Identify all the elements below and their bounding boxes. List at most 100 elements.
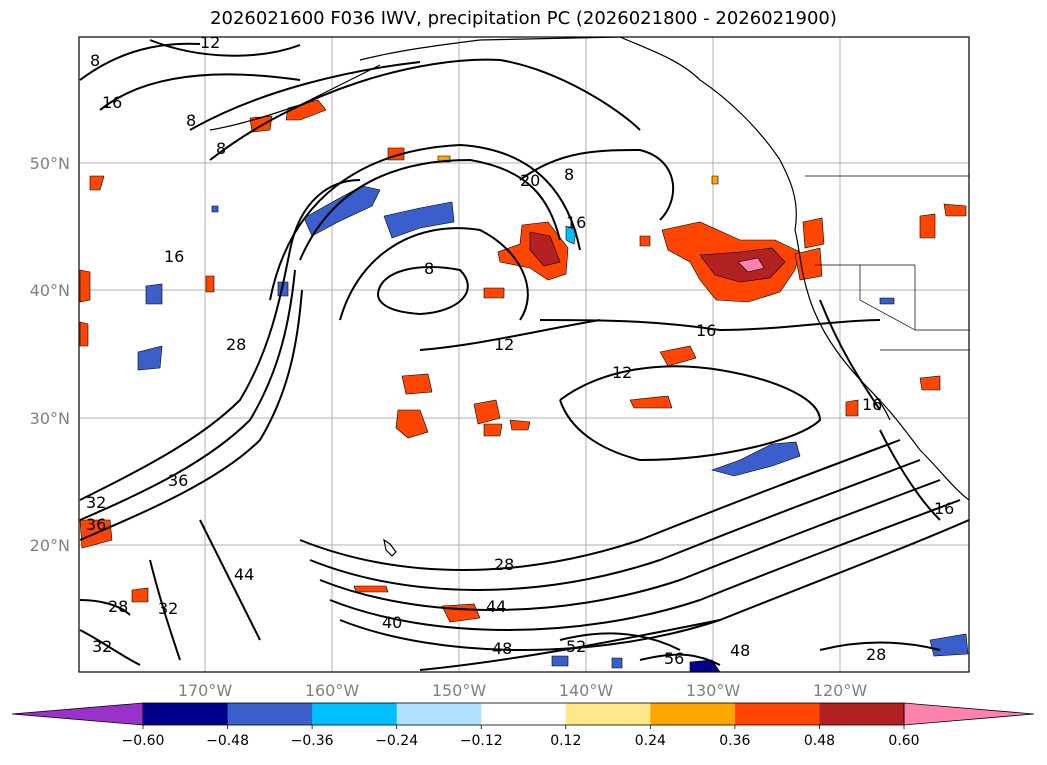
map-frame <box>78 36 970 673</box>
contour-label: 52 <box>566 637 586 656</box>
precip-blob-25 <box>131 587 149 603</box>
lon-label-170w: 170°W <box>178 681 233 700</box>
coast-bc <box>779 159 811 301</box>
precip-blob-27 <box>711 175 719 185</box>
colorbar-outline <box>142 702 905 726</box>
precip-neg-blob-5 <box>137 345 163 371</box>
contour-label: 40 <box>382 613 402 632</box>
contour-label: 16 <box>862 395 882 414</box>
precip-neg-blob-9 <box>611 657 623 669</box>
contour-16-mid <box>539 319 881 332</box>
precip-blob-10 <box>629 395 673 409</box>
precip-neg-blob-13 <box>879 297 895 305</box>
contour-label: 48 <box>730 641 750 660</box>
contour-40-band <box>329 499 961 631</box>
contour-12-inner <box>559 365 822 462</box>
precip-blob-24 <box>205 275 215 293</box>
contour-label: 36 <box>168 471 188 490</box>
precip-blob-4 <box>401 373 433 395</box>
colorbar-segment <box>312 703 398 725</box>
contour-label: 48 <box>492 639 512 658</box>
contour-label: 36 <box>86 515 106 534</box>
contour-label: 16 <box>102 93 122 112</box>
contour-28-west <box>79 179 361 501</box>
contour-label: 16 <box>164 247 184 266</box>
precip-blob-14 <box>79 269 91 303</box>
coastline <box>209 37 969 557</box>
lat-label-30n: 30°N <box>30 409 70 428</box>
iwv-contours <box>79 39 969 671</box>
precip-neg-blob-12 <box>211 205 219 213</box>
precip-blob-19 <box>794 247 823 281</box>
precip-blob-26 <box>639 235 651 247</box>
contour-16-east <box>519 148 674 221</box>
contour-36-band <box>319 479 941 611</box>
contour-8-upper <box>189 61 421 131</box>
precip-blob-22 <box>919 375 941 391</box>
contour-label: 32 <box>86 493 106 512</box>
contour-label: 8 <box>424 259 434 278</box>
latitude-labels: 50°N 40°N 30°N 20°N <box>30 154 70 555</box>
contour-8-top <box>209 58 641 161</box>
precip-blob-8 <box>509 419 531 431</box>
precip-neg-blob-8 <box>551 655 569 667</box>
lon-label-120w: 120°W <box>813 681 868 700</box>
coast-mexico <box>919 449 969 501</box>
precip-neg-blob-2 <box>383 201 455 239</box>
contour-12-mid <box>419 319 601 351</box>
colorbar-segment <box>734 703 820 725</box>
graticule <box>79 37 969 672</box>
contour-label: 16 <box>934 499 954 518</box>
colorbar-extend-high <box>903 702 1035 726</box>
colorbar-segment <box>650 703 736 725</box>
colorbar-tick-label: −0.24 <box>375 733 418 749</box>
precip-neg-blob-6 <box>929 633 969 657</box>
precip-positive <box>79 99 967 623</box>
contour-label: 8 <box>186 111 196 130</box>
contour-32-sw <box>149 559 181 661</box>
precip-blob-9 <box>659 345 697 367</box>
contour-label: 32 <box>158 599 178 618</box>
precip-blob-ca-peak <box>737 257 765 273</box>
colorbar-segment <box>565 703 651 725</box>
contour-label: 28 <box>108 597 128 616</box>
precip-neg-blob-4 <box>145 283 163 305</box>
precip-blob-6 <box>473 399 501 425</box>
contour-label: 8 <box>216 139 226 158</box>
lon-label-130w: 130°W <box>686 681 741 700</box>
colorbar-tick-label: 0.60 <box>888 733 919 749</box>
contour-12-gyre <box>339 227 529 321</box>
contour-56 <box>639 653 721 666</box>
precip-blob-17 <box>483 287 505 299</box>
precip-blob-23 <box>845 399 859 417</box>
colorbar-tick-label: −0.60 <box>122 733 165 749</box>
border-az <box>914 265 969 331</box>
contour-52 <box>559 632 681 651</box>
plot-title: 2026021600 F036 IWV, precipitation PC (2… <box>210 8 837 29</box>
lat-label-20n: 20°N <box>30 536 70 555</box>
colorbar: −0.60 −0.48 −0.36 −0.24 −0.12 0.12 0.24 0.36 0.4… <box>11 702 1035 749</box>
hawaii-islands <box>383 538 397 557</box>
precip-neg-blob-3 <box>711 441 801 477</box>
colorbar-tick-label: −0.12 <box>460 733 503 749</box>
precip-neg-blob-10 <box>565 225 577 245</box>
precip-blob-5 <box>395 409 429 439</box>
lon-label-140w: 140°W <box>559 681 614 700</box>
colorbar-tick-label: 0.36 <box>719 733 750 749</box>
colorbar-segment <box>396 703 482 725</box>
contour-label: 32 <box>92 637 112 656</box>
precip-neg-blob-7 <box>689 659 721 672</box>
contour-32-bottom <box>79 629 141 666</box>
border-nv <box>859 265 916 331</box>
precip-blob-20 <box>919 213 936 239</box>
precip-blob-16 <box>89 175 105 191</box>
lon-label-150w: 150°W <box>432 681 487 700</box>
contour-28-sw <box>79 599 131 616</box>
lon-label-160w: 160°W <box>305 681 360 700</box>
contour-28-band <box>299 439 901 571</box>
contour-label: 8 <box>564 165 574 184</box>
contour-8-northwest <box>79 42 201 81</box>
contour-label: 56 <box>664 649 684 668</box>
contour-label: 44 <box>234 565 254 584</box>
contour-48-band <box>419 619 721 671</box>
